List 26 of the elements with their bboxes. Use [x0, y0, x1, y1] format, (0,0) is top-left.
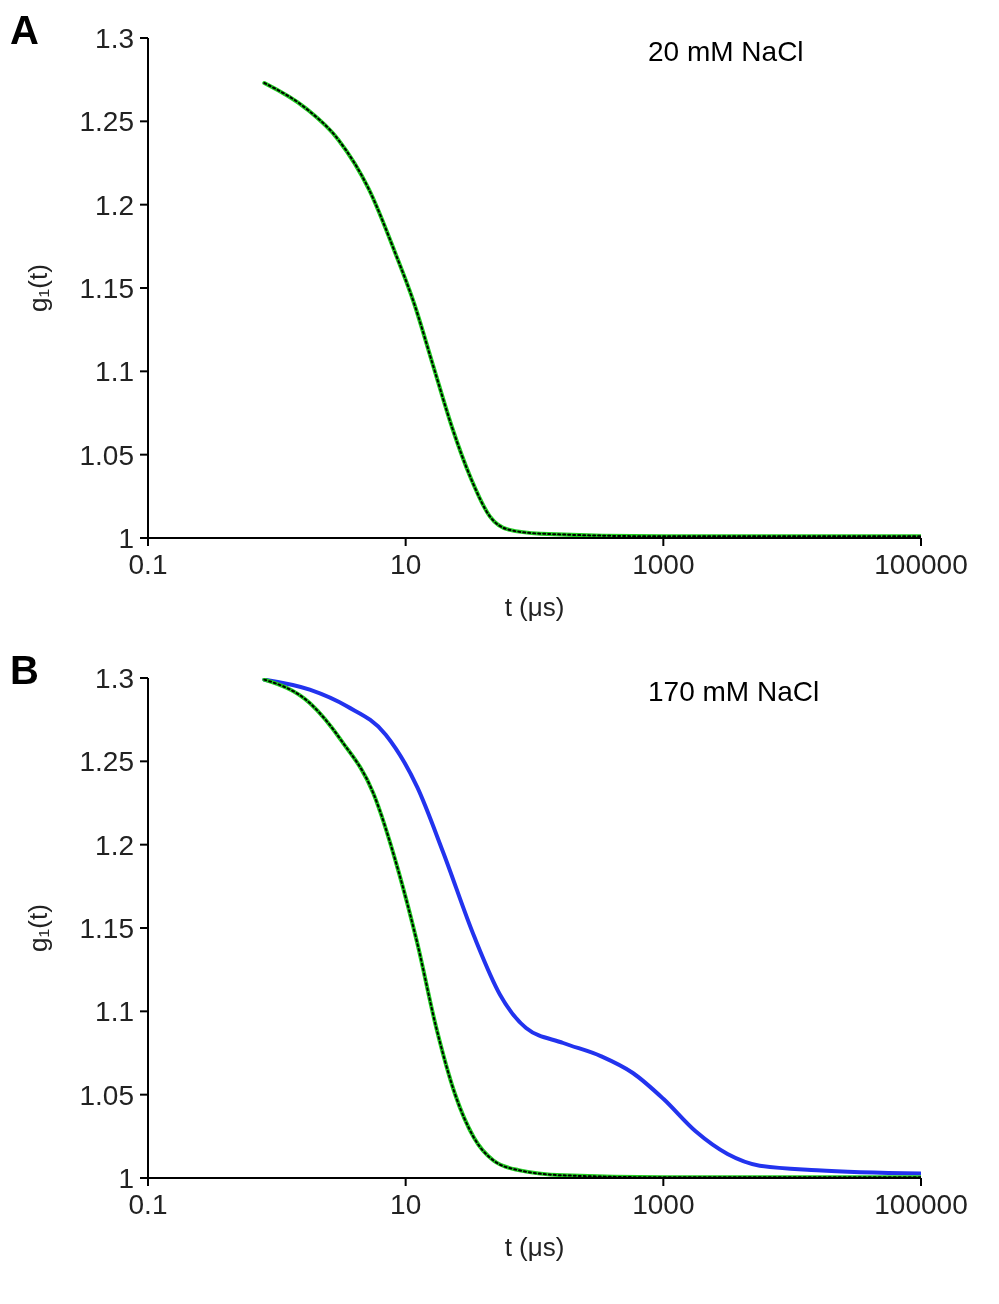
y-tick-label: 1.05 — [79, 1079, 134, 1111]
chart-title: B — [10, 648, 39, 693]
x-tick-label: 10 — [390, 1188, 422, 1220]
y-axis-title: g₁(t) — [23, 904, 54, 952]
x-tick-label: 10 — [390, 548, 422, 580]
x-axis-title: t (μs) — [504, 592, 565, 622]
x-tick-label: 1000 — [632, 548, 695, 580]
y-axis-title: g₁(t) — [23, 264, 54, 312]
annotation: 170 mM NaCl — [648, 676, 820, 708]
y-tick-label: 1.2 — [95, 829, 134, 861]
annotation: 20 mM NaCl — [648, 36, 804, 68]
x-axis-title: t (μs) — [504, 1232, 565, 1262]
x-tick-label: 100000 — [874, 548, 968, 580]
y-tick-label: 1.1 — [95, 996, 134, 1028]
chart-title: A — [10, 8, 39, 53]
y-tick-label: 1.2 — [95, 189, 134, 221]
y-tick-label: 1.15 — [79, 912, 134, 944]
x-tick-label: 100000 — [874, 1188, 968, 1220]
y-tick-label: 1.3 — [95, 662, 134, 694]
y-tick-label: 1.1 — [95, 356, 134, 388]
y-tick-label: 1.25 — [79, 106, 134, 138]
y-tick-label: 1.15 — [79, 272, 134, 304]
x-tick-label: 1000 — [632, 1188, 695, 1220]
y-tick-label: 1.3 — [95, 22, 134, 54]
y-tick-label: 1.25 — [79, 746, 134, 778]
y-tick-label: 1.05 — [79, 439, 134, 471]
